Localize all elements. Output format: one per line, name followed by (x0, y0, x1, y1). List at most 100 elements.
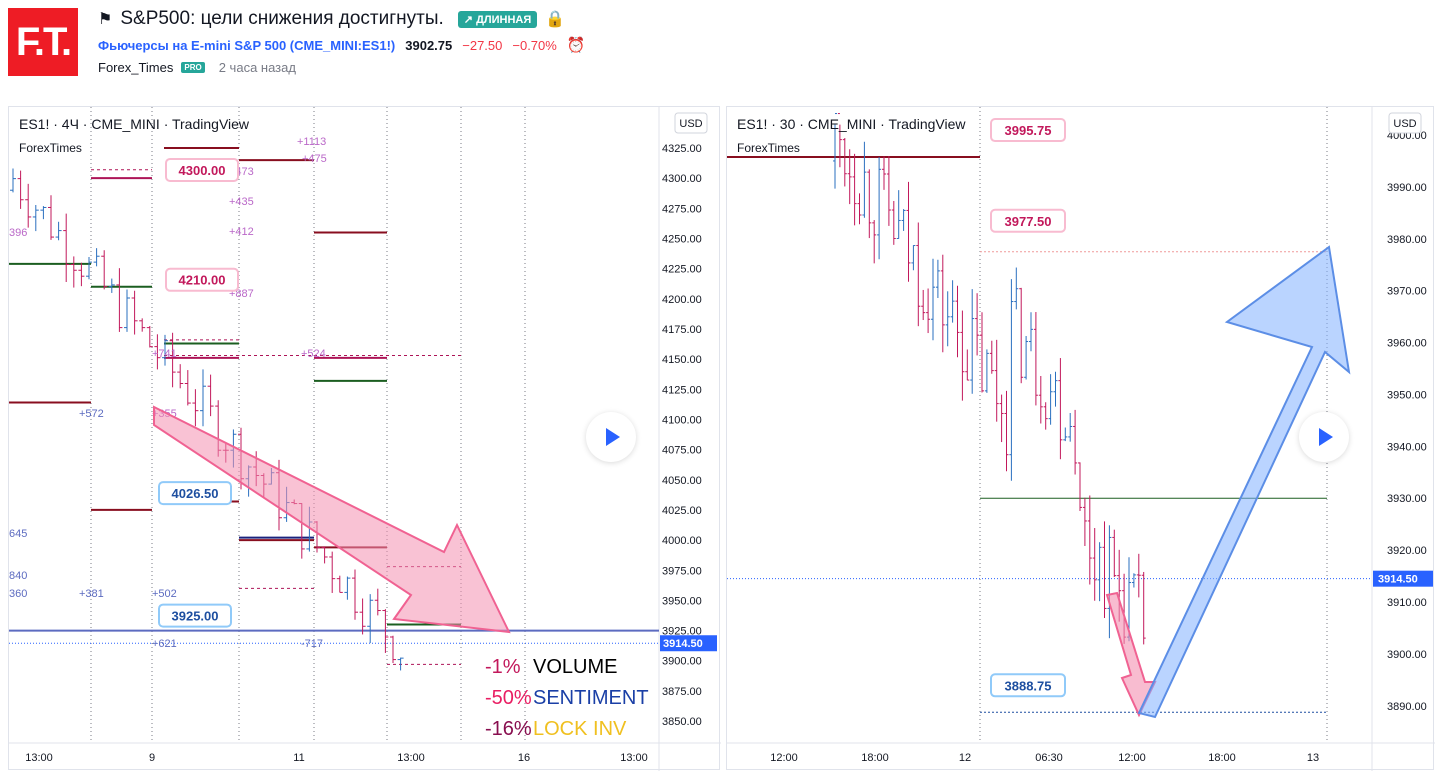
volume-annotation: +502 (152, 588, 177, 600)
symbol-change-pct: −0.70% (512, 37, 557, 53)
play-icon (1319, 428, 1333, 446)
symbol-change: −27.50 (462, 37, 503, 53)
legend-pct: -50% (485, 687, 532, 709)
time-axis-label: 12:00 (770, 752, 798, 764)
price-axis-label: 3925.00 (662, 626, 702, 638)
right-play-button[interactable] (1299, 412, 1349, 462)
up-arrow-drawing (1137, 245, 1351, 719)
price-callout-label: 3995.75 (1005, 123, 1052, 138)
price-axis-label: 3975.00 (662, 565, 702, 577)
price-callout-label: 4300.00 (179, 163, 226, 178)
price-axis-label: 4250.00 (662, 233, 702, 245)
price-axis-label: 3850.00 (662, 716, 702, 728)
price-axis-label: 4075.00 (662, 445, 702, 457)
volume-annotation: 396 (9, 227, 27, 239)
left-currency: USD (679, 118, 702, 130)
time-axis-label: 13:00 (397, 752, 425, 764)
long-badge: ↗ ДЛИННАЯ (457, 10, 538, 28)
price-axis-label: 3990.00 (1387, 182, 1427, 194)
volume-annotation: +381 (79, 588, 104, 600)
price-axis-label: 4325.00 (662, 143, 702, 155)
price-callout-box (990, 208, 1066, 233)
price-axis-label: 3950.00 (1387, 389, 1427, 401)
volume-annotation: +475 (302, 153, 327, 165)
price-callout-label: 3888.75 (1005, 678, 1052, 693)
price-axis-label: 3910.00 (1387, 597, 1427, 609)
price-callout-label: 3977.50 (1005, 214, 1052, 229)
last-price-value: 3914.50 (1378, 574, 1418, 586)
idea-title-text: S&P500: цели снижения достигнуты. (120, 8, 444, 29)
price-callout-box (165, 157, 239, 182)
idea-title: ⚑ S&P500: цели снижения достигнуты. ↗ ДЛ… (98, 8, 565, 30)
volume-annotation: 360 (9, 588, 27, 600)
right-chart-panel[interactable]: 3995.75 3977.50 3888.75 4000.00 3990.00 3980… (726, 106, 1435, 771)
last-price-tag (1373, 570, 1433, 587)
price-callout-label: 3925.00 (172, 609, 219, 624)
volume-annotation: +435 (229, 196, 254, 208)
price-axis-label: 3900.00 (662, 656, 702, 668)
pro-badge: PRO (181, 62, 205, 73)
time-axis-label: 13 (1307, 752, 1319, 764)
legend-label: VOLUME (533, 656, 617, 678)
price-axis-label: 3930.00 (1387, 493, 1427, 505)
symbol-link[interactable]: Фьючерсы на E-mini S&P 500 (CME_MINI:ES1… (98, 37, 396, 53)
price-axis-label: 4300.00 (662, 173, 702, 185)
price-axis-label: 3980.00 (1387, 234, 1427, 246)
price-axis-label: 4175.00 (662, 324, 702, 336)
time-axis-label: 16 (518, 752, 530, 764)
price-axis-label: 4200.00 (662, 294, 702, 306)
symbol-price: 3902.75 (405, 37, 453, 53)
volume-annotation: +741 (152, 348, 177, 360)
price-callout-box (158, 603, 232, 628)
price-axis-label: 4025.00 (662, 505, 702, 517)
time-axis-label: 9 (149, 752, 155, 764)
legend-pct: -16% (485, 718, 532, 740)
volume-annotation: +572 (79, 408, 104, 420)
price-axis-label: 3940.00 (1387, 441, 1427, 453)
left-play-button[interactable] (586, 412, 636, 462)
price-axis-label: 4275.00 (662, 203, 702, 215)
volume-annotation: 840 (9, 570, 27, 582)
volume-annotation: 645 (9, 528, 27, 540)
time-axis-label: 13:00 (25, 752, 53, 764)
author-logo[interactable]: F.T. (8, 8, 78, 76)
volume-annotation: +621 (152, 638, 177, 650)
price-callout-label: 4026.50 (172, 486, 219, 501)
publish-icon: ⚑ (98, 11, 113, 28)
author-row: Forex_Times PRO 2 часа назад (98, 60, 296, 75)
time-axis-label: 13:00 (620, 752, 648, 764)
left-currency-box[interactable] (674, 112, 708, 134)
price-callout-box (158, 481, 232, 506)
price-axis-label: 3960.00 (1387, 338, 1427, 350)
lock-icon: 🔒 (545, 11, 566, 28)
publish-time: 2 часа назад (218, 60, 296, 75)
legend-pct: -1% (485, 656, 521, 678)
price-callout-label: 4210.00 (179, 273, 226, 288)
price-axis-label: 4100.00 (662, 414, 702, 426)
volume-annotation: +1113 (297, 136, 326, 148)
right-currency-box[interactable] (1388, 112, 1422, 134)
price-axis-label: 3890.00 (1387, 701, 1427, 713)
author-name[interactable]: Forex_Times (98, 60, 174, 75)
price-axis-label: 3875.00 (662, 686, 702, 698)
price-callout-box (990, 673, 1066, 698)
time-axis-label: 12 (959, 752, 971, 764)
time-axis-label: 12:00 (1118, 752, 1146, 764)
price-axis-label: 3950.00 (662, 595, 702, 607)
volume-annotation: -717 (301, 638, 323, 650)
right-chart-watermark: ForexTimes (737, 141, 800, 155)
price-axis-label: 4000.00 (662, 535, 702, 547)
legend-label: LOCK INV (533, 718, 627, 740)
price-axis-label: 3900.00 (1387, 649, 1427, 661)
left-chart-panel[interactable]: +1113 +475 +473 +435 +412 +887 396 +741 +524 +572… (8, 106, 721, 771)
volume-annotation: +524 (301, 348, 326, 360)
last-price-value: 3914.50 (663, 638, 703, 650)
time-axis-label: 18:00 (861, 752, 889, 764)
price-axis-label: 3970.00 (1387, 286, 1427, 298)
volume-annotation: +412 (229, 226, 254, 238)
right-currency: USD (1393, 118, 1416, 130)
alarm-clock-icon[interactable]: ⏰ (566, 37, 586, 54)
symbol-row: Фьючерсы на E-mini S&P 500 (CME_MINI:ES1… (98, 36, 586, 54)
